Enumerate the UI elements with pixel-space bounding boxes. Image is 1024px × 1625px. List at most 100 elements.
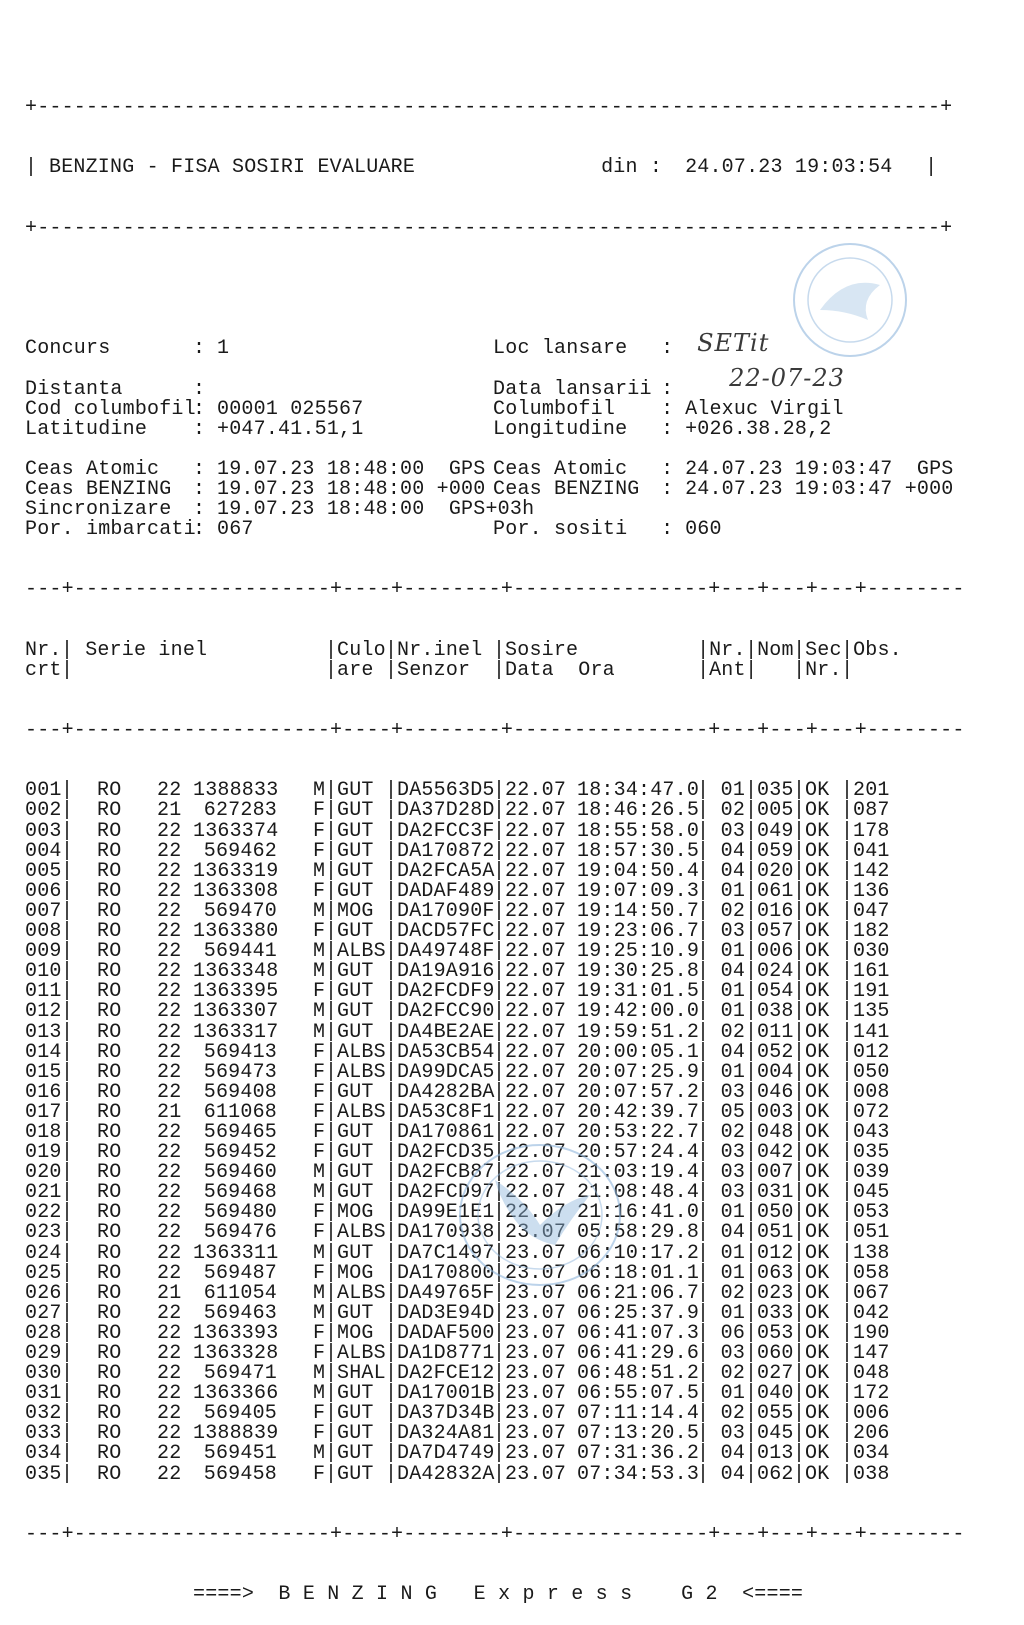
arrival-date: 22.07 bbox=[505, 940, 567, 964]
sex: F bbox=[313, 1462, 326, 1486]
nom-number: 063 bbox=[757, 1261, 794, 1285]
column-divider: | bbox=[697, 1080, 710, 1104]
ring-number: 1363380 bbox=[193, 920, 279, 944]
column-divider: | bbox=[793, 960, 806, 984]
column-divider: | bbox=[697, 1301, 710, 1325]
din-label: din : bbox=[601, 156, 663, 180]
column-divider: | bbox=[793, 980, 806, 1004]
column-divider: | bbox=[697, 1201, 710, 1225]
arrival-time: 07:34:53.3 bbox=[577, 1462, 700, 1486]
sex: F bbox=[313, 879, 326, 903]
column-divider: | bbox=[793, 920, 806, 944]
column-divider: | bbox=[793, 859, 806, 883]
arrival-time: 21:03:19.4 bbox=[577, 1161, 700, 1185]
observation: 039 bbox=[853, 1161, 890, 1185]
arrival-date: 22.07 bbox=[505, 879, 567, 903]
column-divider: | bbox=[325, 1402, 338, 1426]
ring-country: RO bbox=[97, 1201, 122, 1225]
column-divider: | bbox=[325, 1040, 338, 1064]
column-divider: | bbox=[325, 1060, 338, 1084]
nom-number: 057 bbox=[757, 920, 794, 944]
security-status: OK bbox=[805, 879, 830, 903]
ring-number: 569476 bbox=[203, 1221, 277, 1245]
ring-number: 1363366 bbox=[193, 1382, 279, 1406]
security-status: OK bbox=[805, 1281, 830, 1305]
column-divider: | bbox=[385, 980, 398, 1004]
ring-year: 21 bbox=[157, 799, 182, 823]
security-status: OK bbox=[805, 1301, 830, 1325]
header-serie: Serie inel bbox=[73, 638, 208, 662]
column-divider: | bbox=[325, 1080, 338, 1104]
column-divider: | bbox=[61, 1462, 74, 1486]
column-divider: | bbox=[697, 1402, 710, 1426]
column-divider: | bbox=[793, 1402, 806, 1426]
header-sosire: Data Ora bbox=[505, 658, 615, 682]
sex: M bbox=[313, 1442, 326, 1466]
ring-year: 22 bbox=[157, 1241, 182, 1265]
nom-number: 024 bbox=[757, 960, 794, 984]
separator: : bbox=[661, 337, 686, 361]
nom-number: 054 bbox=[757, 980, 794, 1004]
column-divider: | bbox=[745, 1402, 758, 1426]
ring-year: 22 bbox=[157, 899, 182, 923]
ring-number: 569473 bbox=[203, 1060, 277, 1084]
footer-line: ====> B E N Z I N G E x p r e s s G 2 <=… bbox=[25, 1585, 965, 1605]
column-divider: | bbox=[793, 658, 806, 682]
arrival-time: 20:00:05.1 bbox=[577, 1040, 700, 1064]
table-row: 018| RO 22 569465 F|GUT |DA170861|22.07 20:53:… bbox=[25, 1122, 965, 1143]
ring-country: RO bbox=[97, 940, 122, 964]
antenna-number: 01 bbox=[720, 1060, 746, 1084]
table-row: 025| RO 22 569487 F|MOG |DA170800|23.07 06:18:… bbox=[25, 1261, 965, 1285]
antenna-number: 03 bbox=[720, 920, 746, 944]
sensor-id: DA53C8F1 bbox=[397, 1100, 495, 1124]
sensor-id: DA53CB54 bbox=[397, 1040, 495, 1064]
blank-line bbox=[25, 440, 965, 460]
sensor-id: DA170872 bbox=[397, 839, 495, 863]
nom-number: 023 bbox=[757, 1281, 794, 1305]
column-divider: | bbox=[697, 1000, 710, 1024]
column-divider: | bbox=[493, 1060, 506, 1084]
ring-country: RO bbox=[97, 980, 122, 1004]
color: GUT bbox=[337, 1382, 374, 1406]
column-divider: | bbox=[793, 1241, 806, 1265]
color: GUT bbox=[337, 1141, 374, 1165]
ring-year: 22 bbox=[157, 1080, 182, 1104]
column-divider: | bbox=[841, 1301, 854, 1325]
ring-number: 569458 bbox=[203, 1462, 277, 1486]
arrival-time: 06:10:17.2 bbox=[577, 1241, 700, 1265]
table-row: 023| RO 22 569476 F|ALBS|DA170938|23.07 05:58… bbox=[25, 1223, 965, 1243]
antenna-number: 04 bbox=[720, 1040, 746, 1064]
arrival-date: 22.07 bbox=[505, 779, 567, 803]
column-divider: | bbox=[325, 1181, 338, 1205]
table-row: 029| RO 22 1363328 F|ALBS|DA1D8771|23.07 06:4… bbox=[25, 1342, 965, 1365]
column-divider: | bbox=[793, 1321, 806, 1345]
column-divider: | bbox=[841, 1342, 854, 1365]
column-divider: | bbox=[61, 1422, 74, 1446]
nom-number: 049 bbox=[757, 819, 794, 843]
nom-number: 016 bbox=[757, 899, 794, 923]
table-rule: ---+---------------------+----+--------+… bbox=[25, 578, 965, 602]
column-divider: | bbox=[745, 638, 758, 662]
observation: 053 bbox=[853, 1201, 890, 1225]
antenna-number: 03 bbox=[720, 1161, 746, 1185]
color: ALBS bbox=[337, 940, 386, 964]
column-divider: | bbox=[325, 1362, 338, 1386]
table-row: 026| RO 21 611054 M|ALBS|DA49765F|23.07 06:21… bbox=[25, 1281, 965, 1305]
arrival-time: 06:18:01.1 bbox=[577, 1261, 700, 1285]
nom-number: 059 bbox=[757, 839, 794, 863]
column-divider: | bbox=[745, 1442, 758, 1466]
nom-number: 050 bbox=[757, 1201, 794, 1225]
antenna-number: 03 bbox=[720, 1342, 746, 1365]
observation: 006 bbox=[853, 1402, 890, 1426]
column-divider: | bbox=[793, 1261, 806, 1285]
observation: 035 bbox=[853, 1141, 890, 1165]
column-divider: | bbox=[385, 1080, 398, 1104]
nom-number: 007 bbox=[757, 1161, 794, 1185]
sensor-id: DA1D8771 bbox=[397, 1342, 495, 1365]
field-value-longitudine: +026.38.28,2 bbox=[685, 417, 832, 441]
column-divider: | bbox=[841, 1020, 854, 1044]
column-divider: | bbox=[745, 980, 758, 1004]
info-line: Por. imbarcati: 067 Por. sositi: 060 bbox=[25, 520, 965, 540]
sex: F bbox=[313, 1321, 326, 1345]
column-divider: | bbox=[325, 1201, 338, 1225]
